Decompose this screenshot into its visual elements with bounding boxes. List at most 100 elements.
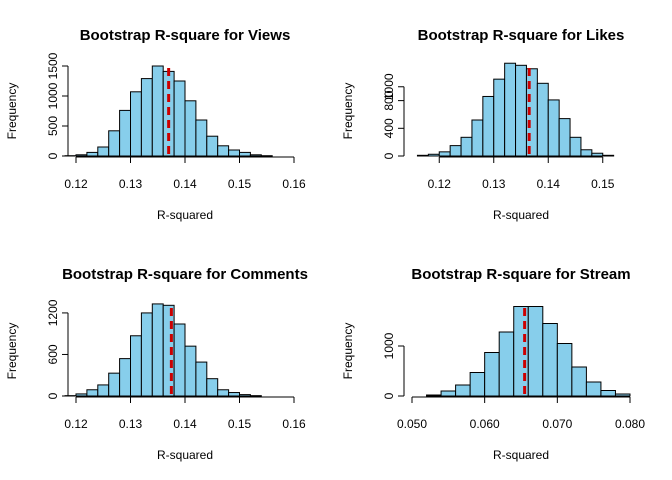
x-tick-label: 0.080	[615, 417, 645, 431]
histogram-bar	[571, 366, 587, 397]
histogram-bar	[542, 323, 558, 397]
y-axis-label: Frequency	[5, 83, 19, 140]
histogram-bar	[455, 384, 471, 397]
x-tick-label: 0.070	[542, 417, 572, 431]
chart-panel-4: Bootstrap R-square for Stream 0.050 0.060 0…	[341, 266, 645, 462]
histogram-bar	[438, 151, 451, 157]
chart-title: Bootstrap R-square for Comments	[62, 266, 308, 283]
histogram-bar	[97, 146, 110, 157]
x-axis-label: R-squared	[493, 208, 549, 222]
histogram-bar	[547, 99, 560, 157]
chart-title: Bootstrap R-square for Likes	[418, 27, 625, 44]
histogram-bar	[75, 393, 88, 397]
histogram-bar	[184, 345, 197, 397]
histogram-bar	[498, 331, 515, 397]
x-tick-label: 0.12	[428, 177, 452, 191]
histogram-bar	[206, 378, 219, 397]
histogram-bar	[585, 381, 602, 397]
chart-title: Bootstrap R-square for Stream	[411, 266, 630, 283]
histogram-bar	[556, 343, 573, 397]
x-tick-label: 0.15	[228, 177, 252, 191]
histogram-bar	[484, 352, 500, 397]
y-tick-label: 0	[46, 392, 60, 399]
histogram-bar	[228, 149, 241, 157]
histogram-bar	[493, 78, 506, 157]
histogram-bar	[460, 136, 473, 157]
y-tick-label: 500	[46, 116, 60, 136]
histogram-bar	[151, 303, 164, 397]
x-tick-label: 0.14	[537, 177, 561, 191]
histogram-bar	[614, 393, 631, 397]
x-axis-label: R-squared	[157, 448, 213, 462]
histogram-bar	[591, 152, 604, 157]
x-tick-label: 0.14	[173, 417, 197, 431]
histogram-bar	[75, 154, 88, 157]
histogram-bar	[140, 78, 153, 157]
y-axis-label: Frequency	[5, 323, 19, 380]
histogram-bar	[527, 306, 544, 397]
histogram-bar	[195, 119, 208, 157]
y-tick-label: 0	[382, 152, 396, 159]
histogram-bar	[195, 361, 208, 397]
histogram-bar	[119, 358, 131, 397]
x-tick-label: 0.14	[173, 177, 197, 191]
y-tick-label: 600	[46, 344, 60, 364]
y-tick-label: 0	[382, 392, 396, 399]
x-tick-label: 0.16	[282, 177, 306, 191]
chart-panel-1: Bootstrap R-square for Views 0.12 0.13 0.14…	[5, 27, 306, 222]
histogram-bar	[482, 95, 495, 157]
y-tick-label: 1000	[46, 82, 60, 109]
histogram-bar	[471, 119, 484, 157]
chart-title: Bootstrap R-square for Views	[80, 27, 291, 44]
histogram-bar	[426, 394, 442, 397]
histogram-bar	[130, 91, 142, 157]
y-tick-label: 0	[46, 152, 60, 159]
histogram-bar	[427, 153, 440, 157]
histogram-bar	[108, 372, 121, 397]
histogram-bar	[206, 135, 219, 157]
histogram-bar	[108, 130, 121, 157]
y-tick-label: 1000	[382, 332, 396, 359]
histogram-bar	[569, 136, 582, 157]
histogram-bar	[140, 312, 153, 397]
histogram-bar	[515, 64, 527, 157]
histogram-bar	[239, 151, 251, 157]
chart-panel-3: Bootstrap R-square for Comments 0.12 0.13 0…	[5, 266, 308, 462]
histogram-bar	[580, 149, 593, 157]
histogram-bar	[173, 323, 186, 397]
x-tick-label: 0.050	[397, 417, 427, 431]
histogram-bar	[558, 118, 571, 157]
y-axis-label: Frequency	[341, 323, 355, 380]
histogram-bar	[602, 154, 615, 157]
histogram-bar	[440, 390, 457, 397]
y-axis-label: Frequency	[341, 83, 355, 140]
y-tick-label: 1500	[46, 52, 60, 79]
x-tick-label: 0.15	[228, 417, 252, 431]
x-tick-label: 0.12	[64, 417, 88, 431]
y-tick-label: 400	[382, 118, 396, 138]
histogram-bar	[536, 82, 549, 157]
chart-panel-2: Bootstrap R-square for Likes 0.12 0.13 0.14…	[341, 27, 624, 222]
histogram-bar	[249, 154, 262, 157]
histogram-bar	[130, 335, 142, 397]
x-tick-label: 0.060	[470, 417, 500, 431]
y-tick-label: 1000	[382, 73, 396, 100]
x-tick-label: 0.13	[482, 177, 506, 191]
x-axis-label: R-squared	[493, 448, 549, 462]
histogram-bar	[217, 145, 230, 157]
histogram-bar	[239, 394, 251, 397]
histogram-bar	[416, 154, 429, 157]
histogram-bar	[600, 390, 616, 397]
x-tick-label: 0.16	[282, 417, 306, 431]
y-tick-label: 1200	[46, 299, 60, 326]
histogram-bar	[97, 384, 110, 397]
histogram-bar	[173, 80, 186, 157]
histogram-bar	[228, 392, 241, 397]
histogram-bar	[86, 151, 99, 157]
histogram-bar	[449, 145, 462, 157]
histogram-bar	[151, 65, 164, 157]
histogram-bar	[469, 372, 486, 397]
histogram-bar	[184, 100, 197, 157]
x-tick-label: 0.12	[64, 177, 88, 191]
